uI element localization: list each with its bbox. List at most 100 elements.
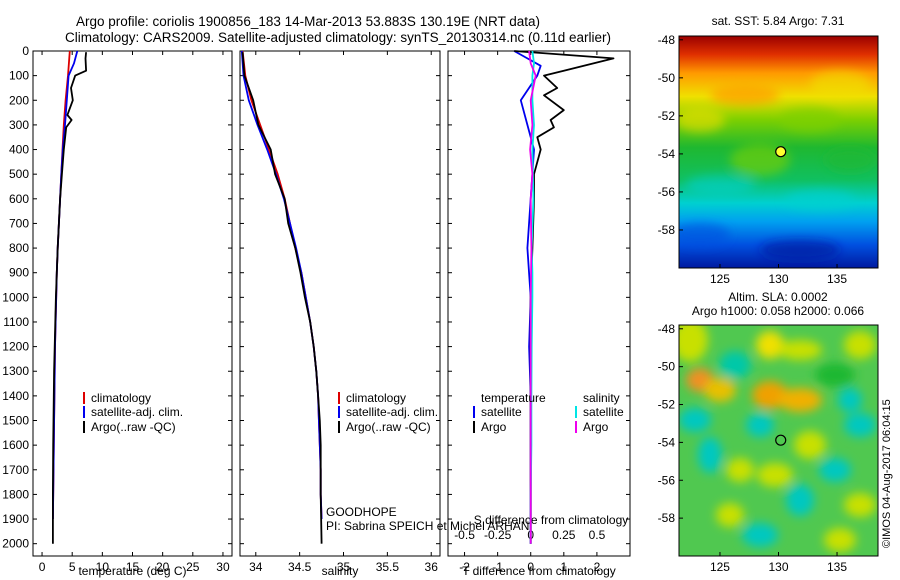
y-tick-label: -58 [658,511,676,525]
x-tick-label: -1 [492,560,503,574]
annotation-project: GOODHOPE [326,505,397,519]
series-line [52,52,87,544]
sst-map-axes: 125 130 135 -48 -50 -52 -54 -56 -58 [658,33,848,286]
difference-panel: -2 -1 0 1 2T difference from climatology S di… [447,50,631,578]
legend-sal-argo-label: Argo [583,420,609,434]
legend-argo-label: Argo(..raw -QC) [346,420,431,434]
y-tick-label: -54 [658,435,676,449]
series-line [241,52,323,544]
legend-sal-sat-label: satellite [583,405,624,419]
x-tick-label: 135 [827,272,847,286]
series-line [241,50,323,520]
x-tick-label: 125 [710,272,730,286]
x-axis-label: salinity [322,564,359,578]
x-tick-label: 25 [186,560,200,574]
y-tick-label: 800 [9,241,29,255]
legend-temp-argo-label: Argo [481,420,507,434]
y-tick-label: 500 [9,167,29,181]
sla-map-title-1: Altim. SLA: 0.0002 [728,290,828,304]
x-tick-label: 35.5 [376,560,400,574]
x-tick-label-secondary: 0.5 [589,528,606,542]
series-line [513,50,542,544]
sla-map: Altim. SLA: 0.0002 Argo h1000: 0.058 h20… [658,290,879,574]
y-tick-label: -58 [658,223,676,237]
legend-clim-label: climatology [346,391,406,405]
x-tick-label: 34.5 [288,560,312,574]
sst-map: sat. SST: 5.84 Argo: 7.31 125 130 135 -48 -5… [658,14,879,286]
series-line [240,50,323,520]
x-tick-label: 15 [126,560,140,574]
x-tick-label: 35 [337,560,351,574]
x-axis-label: T difference from climatology [462,564,616,578]
salinity-legend: climatology satellite-adj. clim. Argo(..… [338,391,438,434]
credit-text: ©IMOS 04-Aug-2017 06:04:15 [881,399,893,548]
sst-map-title: sat. SST: 5.84 Argo: 7.31 [712,14,845,28]
legend-sat-label: satellite-adj. clim. [91,405,183,419]
y-tick-label: 300 [9,118,29,132]
x-tick-label: 125 [710,560,730,574]
x-tick-label: 34 [249,560,263,574]
x-axis-label-secondary: S difference from climatology [474,513,629,527]
y-tick-label: 0 [22,44,29,58]
y-tick-label: 900 [9,266,29,280]
y-tick-label: -48 [658,33,676,47]
y-tick-label: -50 [658,71,676,85]
y-tick-label: 1600 [2,438,29,452]
y-tick-label: 2000 [2,537,29,551]
x-tick-label: 0 [39,560,46,574]
sla-texture [679,325,876,552]
y-tick-label: -52 [658,398,676,412]
title-line-1: Argo profile: coriolis 1900856_183 14-Ma… [76,14,540,29]
salinity-panel: 34 34.5 35 35.5 36 salinity [239,50,441,578]
legend-clim-label: climatology [91,391,151,405]
y-tick-label: 1200 [2,340,29,354]
y-tick-label: 700 [9,216,29,230]
x-axis-label: temperature (deg C) [78,564,186,578]
y-tick-label: 1100 [3,315,29,329]
x-tick-label: 1 [560,560,567,574]
y-tick-label: 1700 [2,463,29,477]
x-tick-label: 10 [96,560,110,574]
y-tick-label: 1400 [2,389,29,403]
y-tick-label: 200 [9,93,29,107]
x-tick-label: 130 [768,560,788,574]
y-tick-label: -48 [658,322,676,336]
series-line [52,50,71,520]
x-tick-label: 135 [827,560,847,574]
sst-texture [679,71,875,260]
x-tick-label: 5 [69,560,76,574]
legend-sat-label: satellite-adj. clim. [346,405,438,419]
series-line [514,50,615,544]
x-tick-label: 0 [527,560,534,574]
y-tick-label: 400 [9,143,29,157]
argo-position-marker [775,146,787,158]
x-tick-label-secondary: 0.25 [552,528,576,542]
argo-position-marker [775,434,787,446]
legend-temp-sat-label: satellite [481,405,522,419]
x-tick-label: -2 [459,560,470,574]
x-tick-label: 36 [425,560,439,574]
y-tick-label: -52 [658,109,676,123]
y-tick-label: -56 [658,185,676,199]
x-tick-label: 2 [594,560,601,574]
y-tick-label: 1300 [2,364,29,378]
difference-legend: temperature salinity satellite Argo sate… [473,391,624,434]
x-tick-label-secondary: -0.25 [484,528,512,542]
x-tick-label: 130 [768,272,788,286]
legend-temperature-heading: temperature [481,391,546,405]
y-tick-label: 1500 [2,414,29,428]
plot-frame [239,50,441,557]
temperature-panel: 0100200300400500600700800900100011001200… [2,44,233,578]
title-line-2: Climatology: CARS2009. Satellite-adjuste… [65,30,611,45]
y-tick-label: 100 [9,69,29,83]
plot-frame [447,50,631,557]
legend-salinity-heading: salinity [583,391,620,405]
legend-argo-label: Argo(..raw -QC) [91,420,176,434]
y-tick-label: -50 [658,360,676,374]
y-tick-label: -54 [658,147,676,161]
sla-map-axes: 125 130 135 -48 -50 -52 -54 -56 -58 [658,322,848,574]
y-tick-label: 1900 [2,512,29,526]
x-tick-label: 20 [156,560,170,574]
x-tick-label: 30 [216,560,230,574]
y-tick-label: 1000 [2,290,29,304]
